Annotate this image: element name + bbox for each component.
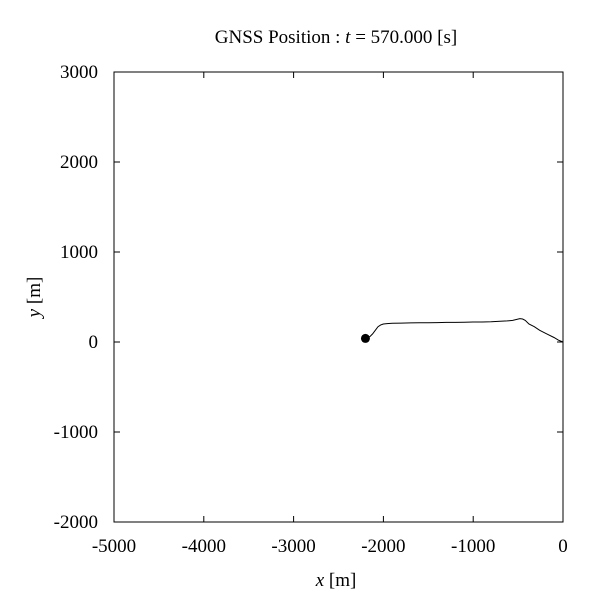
x-tick-label: -3000	[271, 536, 315, 557]
y-tick-label: -2000	[54, 512, 98, 533]
x-tick-label: -4000	[182, 536, 226, 557]
x-tick-label: -1000	[451, 536, 495, 557]
y-tick-label: 0	[89, 332, 99, 353]
y-axis-variable: y	[24, 308, 45, 319]
y-tick-label: -1000	[54, 422, 98, 443]
y-axis-label: y [m]	[24, 277, 45, 320]
y-tick-label: 3000	[60, 62, 98, 83]
x-axis-variable: x	[315, 570, 325, 591]
chart-title: GNSS Position : t = 570.000 [s]	[215, 27, 457, 48]
x-tick-label: 0	[558, 536, 568, 557]
tick-labels: -5000 -4000 -3000 -2000 -1000 0 -2000 -1000 0 100…	[54, 62, 568, 557]
x-tick-label: -2000	[361, 536, 405, 557]
axis-ticks	[113, 71, 564, 523]
y-axis-unit: [m]	[24, 277, 45, 309]
x-tick-label: -5000	[92, 536, 136, 557]
title-variable: t	[345, 27, 351, 48]
x-axis-unit: [m]	[324, 570, 356, 591]
title-prefix: GNSS Position :	[215, 27, 345, 48]
y-tick-label: 1000	[60, 242, 98, 263]
title-suffix: = 570.000 [s]	[350, 27, 457, 48]
plot-frame	[113, 71, 564, 523]
y-tick-label: 2000	[60, 152, 98, 173]
x-axis-label: x [m]	[315, 570, 357, 591]
current-position-marker	[360, 333, 370, 343]
trajectory-line	[365, 318, 564, 343]
